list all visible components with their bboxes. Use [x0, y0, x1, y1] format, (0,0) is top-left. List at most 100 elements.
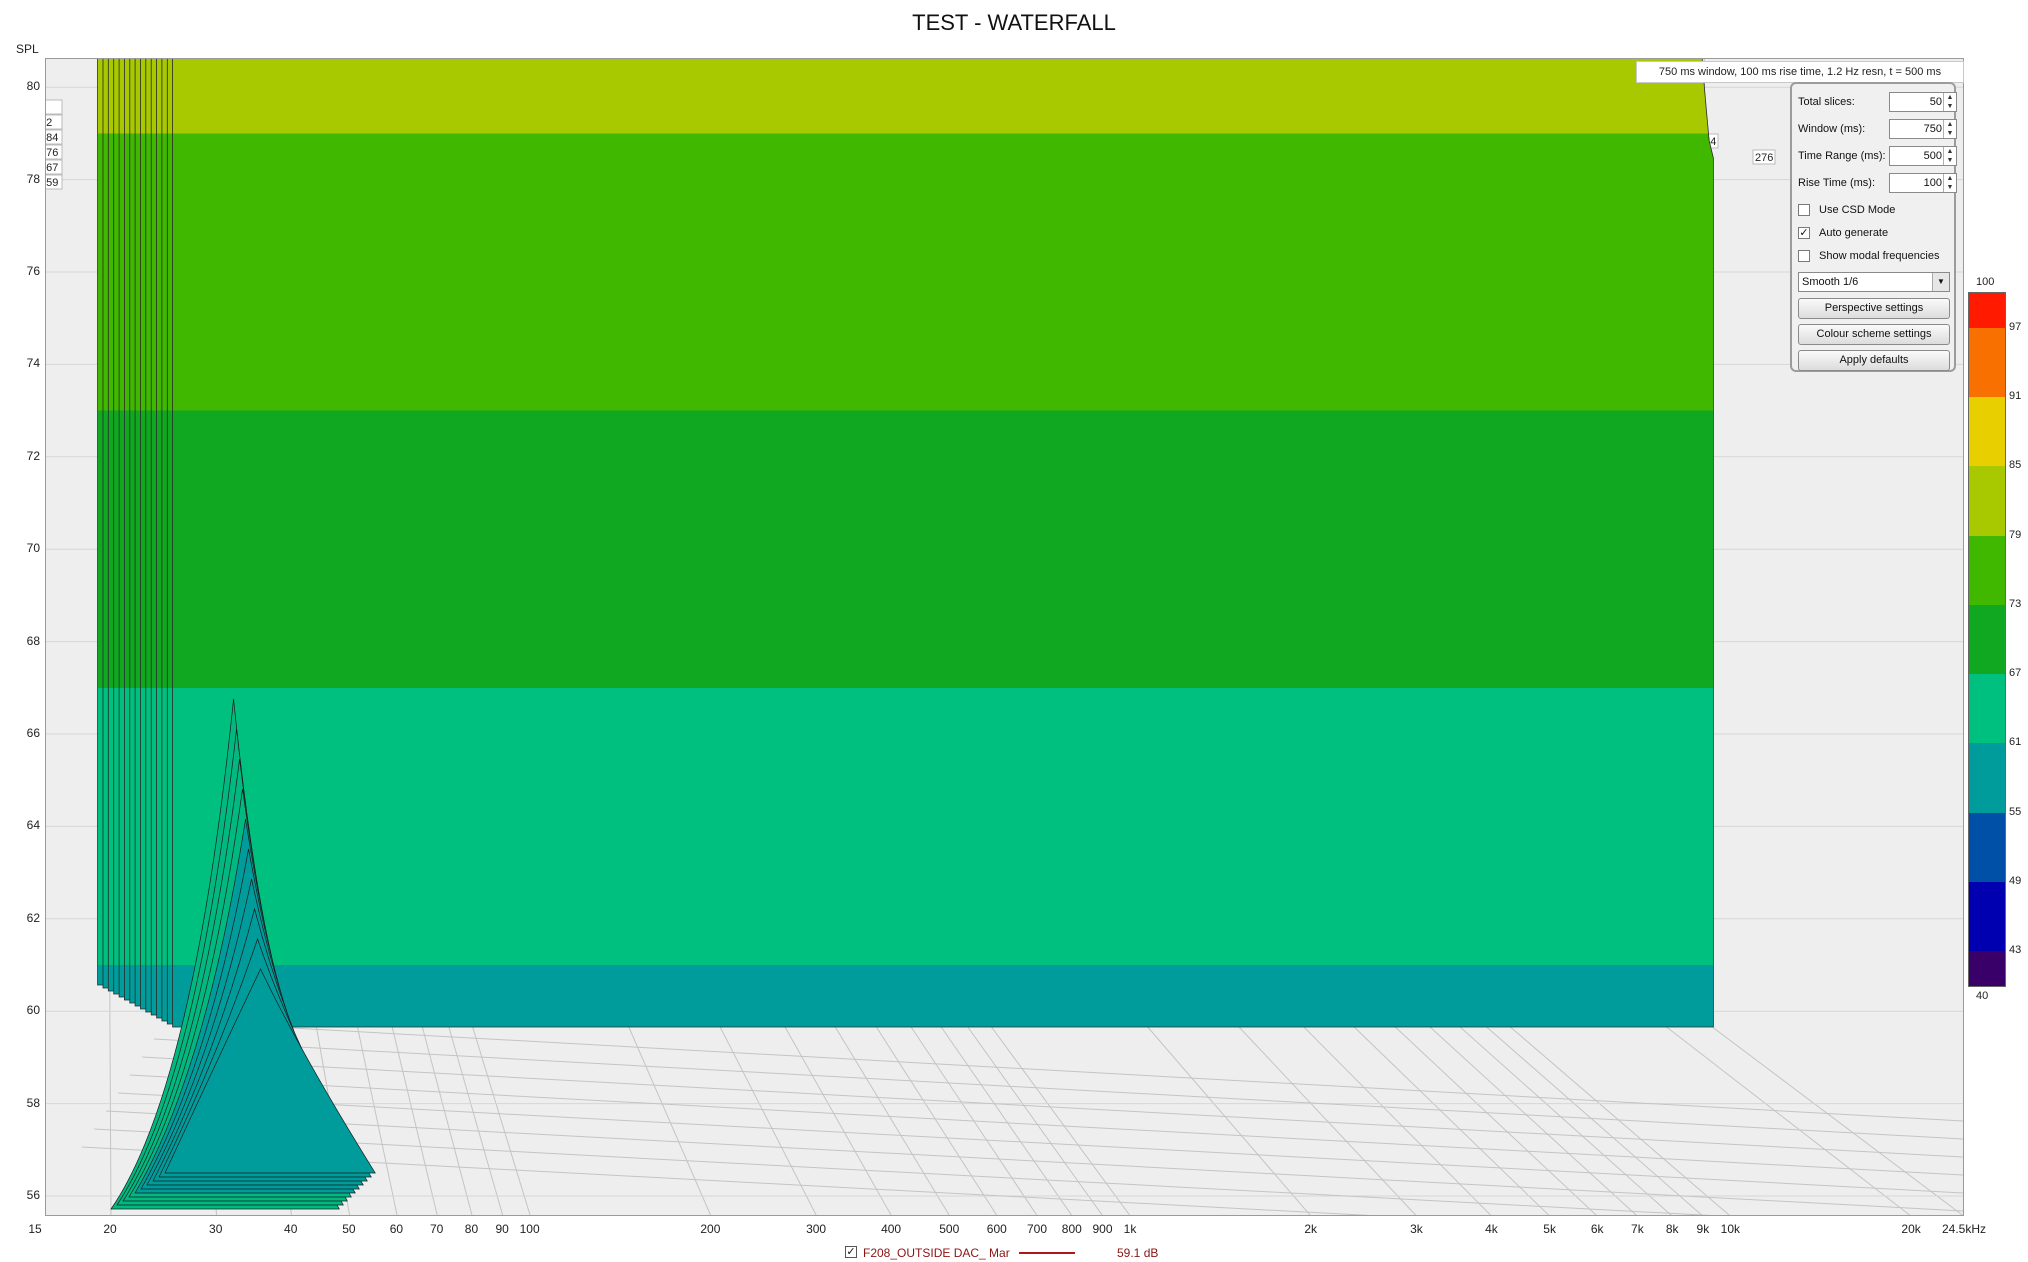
x-tick-label: 900: [1092, 1222, 1113, 1236]
legend-checkbox[interactable]: ✓: [845, 1246, 857, 1258]
y-tick-label: 62: [26, 910, 40, 925]
x-tick-label: 6k: [1590, 1222, 1604, 1236]
grid-line-depth: [1453, 1020, 1672, 1215]
grid-line-depth: [1388, 1020, 1597, 1215]
window-value: 750: [1923, 123, 1942, 135]
waterfall-slices: [97, 59, 1714, 1028]
time-range-row: Time Range (ms): 500 ▲ ▼: [1798, 146, 1957, 168]
y-tick-label: 68: [26, 633, 40, 648]
settings-info: 750 ms window, 100 ms rise time, 1.2 Hz …: [1636, 61, 1964, 83]
total-slices-label: Total slices:: [1798, 96, 1855, 108]
window-label: Window (ms):: [1798, 123, 1866, 135]
color-band: [1969, 951, 2005, 986]
perspective-settings-button[interactable]: Perspective settings: [1798, 298, 1950, 319]
legend-series-value: 59.1 dB: [1117, 1246, 1159, 1260]
grid-line-depth: [1347, 1020, 1550, 1215]
x-tick-label: 4k: [1485, 1222, 1498, 1236]
x-tick-label: 40: [284, 1222, 298, 1236]
smoothing-value: Smooth 1/6: [1802, 276, 1859, 288]
y-tick-label: 70: [26, 541, 40, 556]
x-tick-label: 24.5kHz: [1941, 1222, 1987, 1236]
svg-text:184: 184: [46, 132, 58, 144]
color-band: [1969, 743, 2005, 813]
spinner-arrows-icon[interactable]: ▲ ▼: [1943, 174, 1956, 192]
grid-floor-line: [105, 1110, 1963, 1212]
spinner-arrows-icon[interactable]: ▲ ▼: [1943, 147, 1956, 165]
show-modal-row[interactable]: Show modal frequencies: [1798, 247, 1950, 269]
grid-floor-line: [93, 1128, 1711, 1215]
x-tick-label: 60: [389, 1222, 404, 1236]
total-slices-value: 50: [1929, 96, 1942, 108]
grid-floor-line: [153, 1038, 1963, 1140]
time-tick-left: 459: [46, 174, 63, 190]
y-tick-label: 64: [26, 818, 40, 833]
grid-line-depth: [1704, 1020, 1963, 1215]
color-scale-tick: 97: [2009, 320, 2022, 333]
color-scale-tick: 61: [2009, 736, 2022, 749]
y-tick-label: 80: [26, 79, 40, 94]
color-scale-tick: 67: [2009, 667, 2022, 680]
legend-series-swatch: [1019, 1252, 1075, 1254]
auto-generate-checkbox[interactable]: ✓: [1798, 227, 1810, 239]
grid-line-depth: [1658, 1020, 1911, 1215]
waterfall-plot[interactable]: Waterfall092184276367459092184276367459: [45, 58, 1964, 1216]
x-tick-label: 600: [986, 1222, 1007, 1236]
rise-time-row: Rise Time (ms): 100 ▲ ▼: [1798, 173, 1957, 195]
use-csd-row[interactable]: Use CSD Mode: [1798, 201, 1950, 223]
color-scale-tick: 40: [1976, 990, 1989, 1002]
x-tick-label: 70: [429, 1222, 444, 1236]
grid-line-depth: [986, 1020, 1131, 1215]
color-band: [1969, 604, 2005, 675]
rise-time-spinner[interactable]: 100 ▲ ▼: [1889, 173, 1957, 193]
rise-time-value: 100: [1923, 177, 1942, 189]
grid-line-depth: [1233, 1020, 1417, 1215]
svg-text:92: 92: [46, 117, 52, 129]
y-axis-label: SPL: [16, 42, 39, 56]
grid-line-depth: [390, 1020, 438, 1215]
time-range-spinner[interactable]: 500 ▲ ▼: [1889, 146, 1957, 166]
y-tick-label: 56: [26, 1188, 40, 1202]
color-band: [1969, 882, 2005, 952]
colour-scheme-button[interactable]: Colour scheme settings: [1798, 324, 1950, 345]
color-band: [1969, 466, 2005, 536]
color-band: [1969, 293, 2005, 328]
color-scale-tick: 43: [2009, 944, 2022, 957]
grid-line-depth: [831, 1020, 950, 1215]
x-tick-label: 300: [806, 1222, 827, 1236]
color-scale-tick: 100: [1976, 276, 1995, 288]
use-csd-label: Use CSD Mode: [1819, 204, 1896, 216]
grid-floor-line: [117, 1092, 1963, 1194]
apply-defaults-button[interactable]: Apply defaults: [1798, 350, 1950, 371]
x-tick-label: 2k: [1304, 1222, 1318, 1236]
color-band: [1969, 535, 2005, 605]
use-csd-checkbox[interactable]: [1798, 204, 1810, 216]
chevron-down-icon[interactable]: ▼: [1932, 273, 1949, 291]
waterfall-controls-panel: Total slices: 50 ▲ ▼ Window (ms): 750 ▲ ▼ …: [1790, 82, 1957, 372]
color-scale-tick: 73: [2009, 597, 2022, 610]
spinner-arrows-icon[interactable]: ▲ ▼: [1943, 120, 1956, 138]
x-tick-label: 9k: [1696, 1222, 1710, 1236]
grid-line-depth: [781, 1020, 892, 1215]
smoothing-select[interactable]: Smooth 1/6 ▼: [1798, 272, 1950, 292]
x-tick-label: 800: [1061, 1222, 1082, 1236]
color-scale-tick: 49: [2009, 875, 2022, 888]
spinner-arrows-icon[interactable]: ▲ ▼: [1943, 93, 1956, 111]
low-frequency-decay: [110, 698, 376, 1210]
time-range-label: Time Range (ms):: [1798, 150, 1886, 162]
waterfall-svg: Waterfall092184276367459092184276367459: [46, 59, 1963, 1215]
show-modal-checkbox[interactable]: [1798, 250, 1810, 262]
color-band: [1969, 327, 2005, 397]
y-tick-label: 76: [26, 264, 40, 278]
rise-time-label: Rise Time (ms):: [1798, 177, 1875, 189]
grid-line-depth: [716, 1020, 817, 1215]
color-scale-tick: 79: [2009, 528, 2022, 541]
auto-generate-row[interactable]: ✓ Auto generate: [1798, 224, 1950, 246]
color-scale-bar: [1968, 292, 2006, 987]
decay-ridge: [164, 968, 376, 1174]
auto-generate-label: Auto generate: [1819, 227, 1889, 239]
grid-line-depth: [446, 1020, 504, 1215]
x-tick-label: 5k: [1543, 1222, 1556, 1236]
grid-line-depth: [470, 1020, 531, 1215]
total-slices-spinner[interactable]: 50 ▲ ▼: [1889, 92, 1957, 112]
window-spinner[interactable]: 750 ▲ ▼: [1889, 119, 1957, 139]
